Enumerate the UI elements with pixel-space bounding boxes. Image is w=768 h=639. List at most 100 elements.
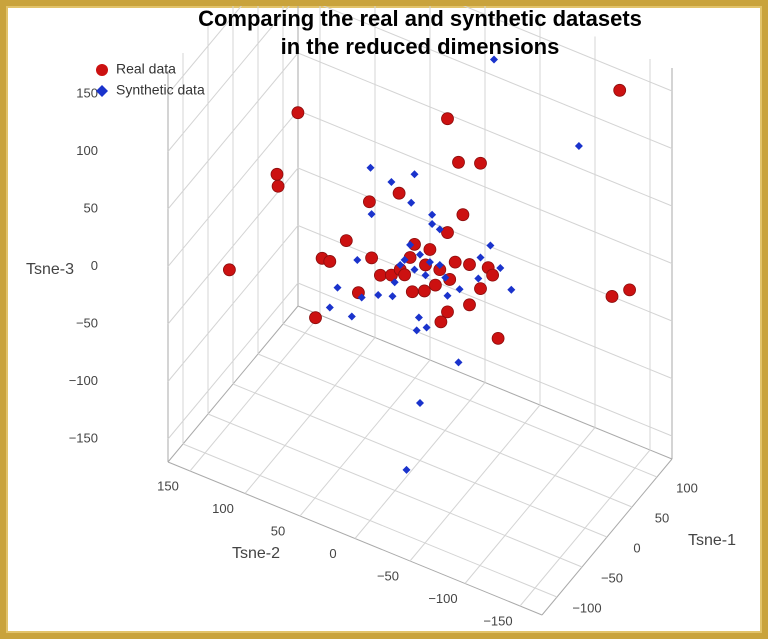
synthetic-point <box>410 265 419 274</box>
real-point <box>398 268 412 282</box>
synthetic-point <box>454 358 463 367</box>
grid-line <box>297 52 673 207</box>
grid-line <box>464 427 596 584</box>
grid-line <box>244 337 376 494</box>
real-point <box>441 112 454 126</box>
y-tick-label: 100 <box>212 501 234 516</box>
grid-line <box>409 404 541 562</box>
synthetic-point <box>407 198 416 207</box>
real-point <box>365 251 379 265</box>
real-point <box>434 315 448 329</box>
grid-line <box>354 382 486 539</box>
real-point <box>392 186 406 200</box>
chart: −100−50050100−150−100−50050100150−150−10… <box>26 6 736 629</box>
z-tick-label: −100 <box>69 373 98 388</box>
real-point <box>291 106 305 120</box>
y-tick-label: −150 <box>483 613 512 628</box>
synthetic-point <box>410 170 419 179</box>
grid-line <box>167 225 299 382</box>
synthetic-point <box>406 240 415 249</box>
grid-line <box>297 110 673 264</box>
marks-group <box>222 55 636 474</box>
real-point <box>456 208 470 222</box>
real-point <box>491 331 505 345</box>
synthetic-point <box>412 326 421 335</box>
real-point <box>448 255 462 269</box>
z-axis-title: Tsne-3 <box>26 261 74 278</box>
synthetic-point <box>400 255 409 264</box>
synthetic-point <box>428 210 437 219</box>
x-axis-title: Tsne-1 <box>688 532 736 549</box>
grid-line <box>167 6 242 95</box>
grid-line <box>167 167 299 325</box>
labels-group: −100−50050100−150−100−50050100150−150−10… <box>69 61 698 629</box>
synthetic-point <box>374 291 383 300</box>
legend-label: Real data <box>116 61 176 77</box>
grid-line <box>519 449 651 607</box>
synthetic-point <box>414 313 423 322</box>
real-point <box>423 243 437 256</box>
y-tick-label: 150 <box>157 478 179 493</box>
real-point <box>463 258 476 271</box>
x-tick-label: 50 <box>655 510 669 525</box>
legend-label: Synthetic data <box>116 82 205 98</box>
synthetic-point <box>441 273 450 282</box>
x-tick-label: −100 <box>572 600 601 615</box>
x-tick-label: 0 <box>633 540 640 555</box>
z-tick-label: 100 <box>76 143 98 158</box>
synthetic-point <box>416 250 424 259</box>
real-point <box>623 283 636 297</box>
synthetic-point <box>353 256 362 265</box>
real-point <box>222 263 236 277</box>
synthetic-point <box>357 293 366 302</box>
real-point <box>474 282 487 296</box>
synthetic-point <box>422 323 431 332</box>
synthetic-point <box>366 163 375 172</box>
real-point <box>441 226 454 239</box>
chart-title: in the reduced dimensions <box>281 34 560 59</box>
z-tick-label: −150 <box>69 430 98 445</box>
z-tick-label: 50 <box>84 200 98 215</box>
synthetic-point <box>507 285 516 294</box>
real-point <box>417 284 431 298</box>
real-point <box>613 83 627 97</box>
real-point <box>362 195 376 209</box>
x-tick-label: −50 <box>601 570 623 585</box>
synthetic-point <box>325 303 334 312</box>
synthetic-point <box>402 465 411 474</box>
chart-title: Comparing the real and synthetic dataset… <box>198 6 642 31</box>
synthetic-point <box>455 285 464 294</box>
synthetic-point <box>421 271 430 280</box>
real-point <box>270 167 284 181</box>
z-tick-label: −50 <box>76 315 98 330</box>
grid-line <box>322 6 673 149</box>
synthetic-point <box>367 210 376 219</box>
synthetic-point <box>333 283 342 292</box>
x-tick-label: 100 <box>676 480 698 495</box>
grid-line <box>189 314 321 472</box>
grid-line <box>299 359 431 517</box>
grid-group <box>167 6 673 616</box>
y-tick-label: −50 <box>377 568 399 583</box>
y-tick-label: 50 <box>271 523 285 538</box>
real-point <box>271 179 285 193</box>
synthetic-point <box>496 263 505 272</box>
synthetic-point <box>574 142 583 151</box>
synthetic-point <box>388 292 397 301</box>
real-point <box>405 285 419 299</box>
synthetic-point <box>476 253 485 262</box>
z-tick-label: 0 <box>91 258 98 273</box>
real-point <box>441 305 454 319</box>
synthetic-point <box>390 278 399 287</box>
y-tick-label: 0 <box>329 546 336 561</box>
synthetic-point <box>443 291 452 300</box>
real-point <box>486 268 500 282</box>
grid-line <box>462 6 673 92</box>
y-tick-label: −100 <box>428 591 457 606</box>
synthetic-point <box>435 225 444 234</box>
grid-line <box>167 52 299 210</box>
synthetic-point <box>486 241 495 250</box>
grid-line <box>297 282 673 437</box>
real-point <box>323 255 337 268</box>
